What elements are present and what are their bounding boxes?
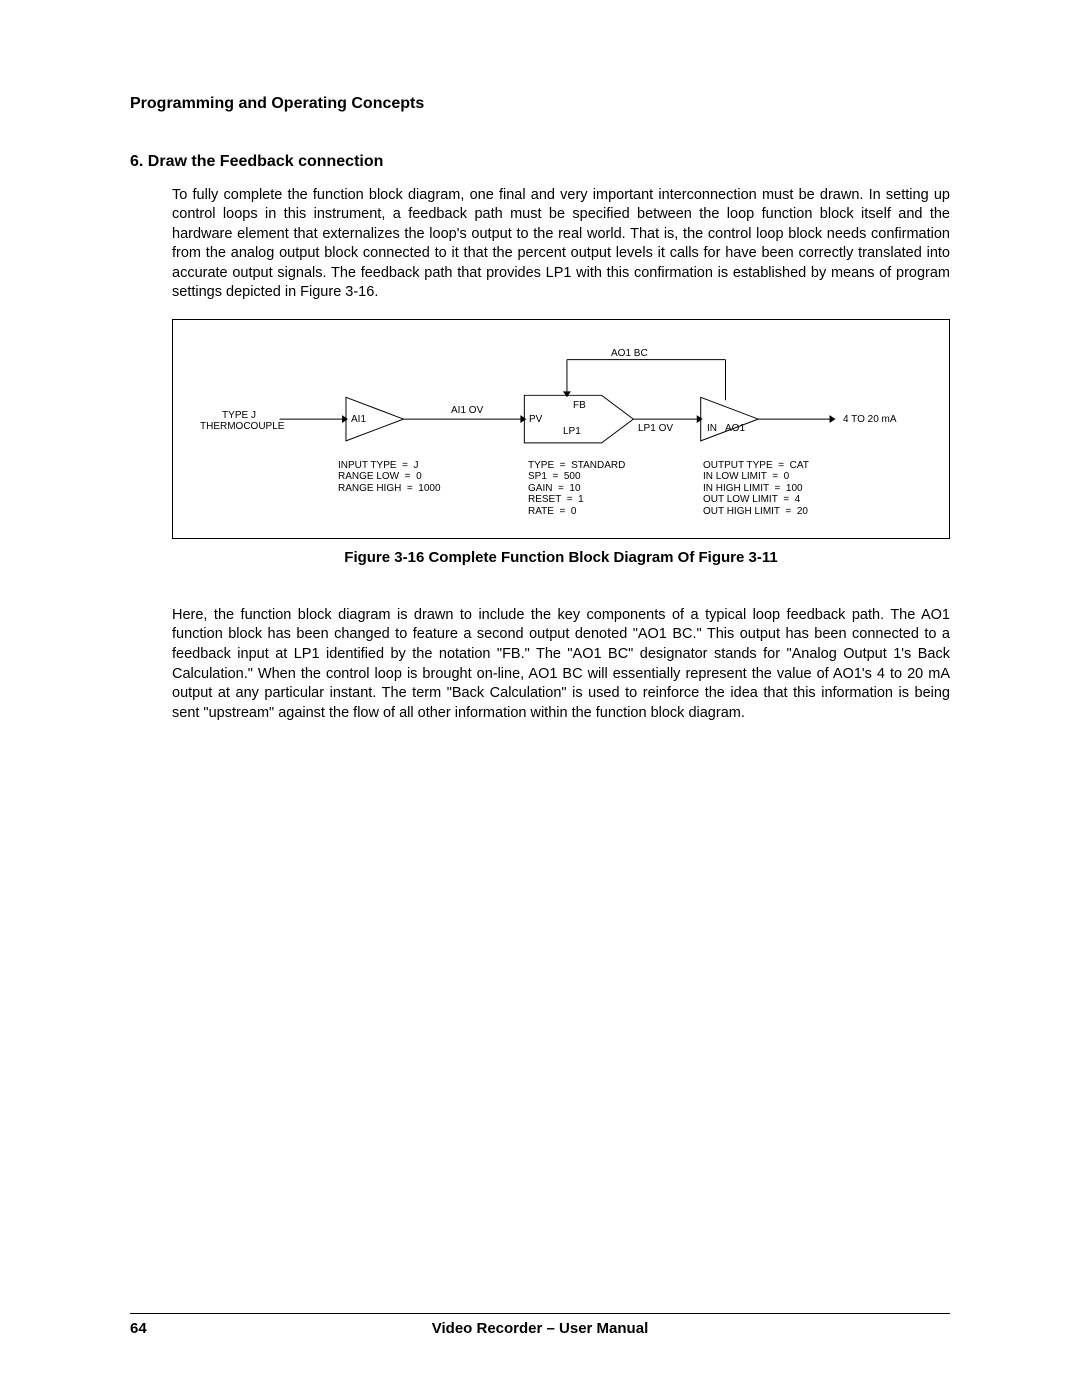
label-ai1: AI1: [351, 414, 366, 426]
section-heading: 6. Draw the Feedback connection: [130, 153, 950, 171]
page-header: Programming and Operating Concepts: [130, 95, 950, 113]
label-ao1: AO1: [725, 423, 745, 435]
paragraph-1: To fully complete the function block dia…: [172, 186, 950, 303]
label-pv: PV: [529, 414, 542, 426]
label-ao1-params: OUTPUT TYPE = CAT IN LOW LIMIT = 0 IN HI…: [703, 460, 809, 518]
paragraph-2: Here, the function block diagram is draw…: [172, 606, 950, 723]
label-ai1-params: INPUT TYPE = J RANGE LOW = 0 RANGE HIGH …: [338, 460, 441, 495]
figure-container: AO1 BC TYPE J THERMOCOUPLE AI1 AI1 OV PV…: [172, 319, 950, 566]
label-in: IN: [707, 423, 717, 435]
label-output: 4 TO 20 mA: [843, 414, 897, 426]
arrow-output: [830, 415, 836, 423]
label-lp1-params: TYPE = STANDARD SP1 = 500 GAIN = 10 RESE…: [528, 460, 625, 518]
label-fb: FB: [573, 400, 586, 412]
label-ai1ov: AI1 OV: [451, 405, 483, 417]
footer-rule: [130, 1313, 950, 1314]
label-ao1bc: AO1 BC: [611, 348, 648, 360]
page: Programming and Operating Concepts 6. Dr…: [0, 0, 1080, 1397]
label-lp1: LP1: [563, 426, 581, 438]
figure-caption: Figure 3-16 Complete Function Block Diag…: [172, 549, 950, 566]
footer-title: Video Recorder – User Manual: [130, 1320, 950, 1337]
label-typej: TYPE J THERMOCOUPLE: [200, 410, 278, 433]
block-diagram: AO1 BC TYPE J THERMOCOUPLE AI1 AI1 OV PV…: [172, 319, 950, 539]
page-footer: 64 Video Recorder – User Manual: [130, 1313, 950, 1337]
label-lp1ov: LP1 OV: [638, 423, 673, 435]
